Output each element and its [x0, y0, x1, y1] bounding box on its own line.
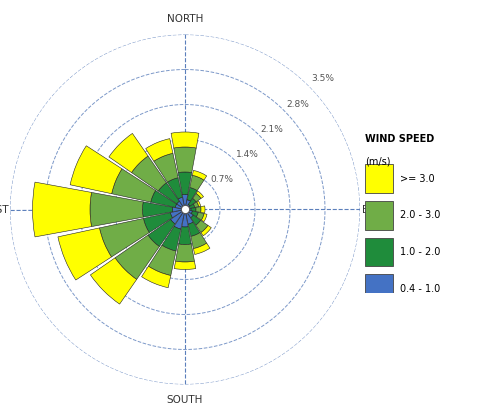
- Bar: [189, 204, 195, 208]
- Bar: [190, 215, 200, 225]
- Bar: [365, 201, 392, 230]
- Bar: [185, 207, 190, 210]
- Bar: [170, 210, 185, 217]
- Bar: [162, 226, 181, 251]
- Bar: [365, 164, 392, 193]
- Bar: [185, 200, 190, 210]
- Bar: [196, 212, 204, 220]
- Text: 0.4 - 1.0: 0.4 - 1.0: [400, 284, 440, 294]
- Bar: [100, 218, 150, 257]
- Bar: [174, 147, 196, 173]
- Bar: [144, 213, 172, 233]
- Bar: [187, 188, 197, 201]
- Bar: [172, 207, 185, 212]
- Bar: [185, 210, 193, 224]
- Bar: [194, 243, 210, 254]
- Bar: [178, 227, 192, 245]
- Bar: [196, 191, 203, 199]
- Bar: [170, 210, 185, 224]
- Text: 1.0 - 2.0: 1.0 - 2.0: [400, 247, 440, 257]
- Text: >= 3.0: >= 3.0: [400, 173, 434, 184]
- Bar: [185, 208, 191, 211]
- Bar: [171, 132, 199, 148]
- Bar: [178, 197, 185, 210]
- Bar: [148, 220, 175, 246]
- Bar: [154, 153, 178, 182]
- Bar: [177, 201, 185, 210]
- Bar: [146, 139, 173, 161]
- Bar: [190, 175, 204, 191]
- Bar: [148, 245, 176, 275]
- Bar: [192, 194, 201, 202]
- Text: 3.5%: 3.5%: [311, 74, 334, 83]
- Bar: [202, 214, 207, 222]
- Text: 1.4%: 1.4%: [236, 150, 258, 159]
- Text: 2.0 - 3.0: 2.0 - 3.0: [400, 210, 440, 220]
- Text: (m/s): (m/s): [365, 156, 390, 166]
- Bar: [90, 258, 136, 304]
- Bar: [90, 192, 143, 227]
- Bar: [201, 225, 211, 236]
- Bar: [192, 211, 198, 217]
- Bar: [196, 220, 208, 233]
- Bar: [191, 233, 206, 248]
- Bar: [176, 244, 195, 262]
- Bar: [185, 210, 192, 214]
- Bar: [142, 202, 172, 217]
- Bar: [182, 210, 188, 227]
- Bar: [191, 207, 196, 212]
- Bar: [365, 238, 392, 266]
- Bar: [194, 202, 198, 207]
- Bar: [188, 222, 200, 236]
- Bar: [32, 182, 92, 237]
- Bar: [185, 204, 190, 210]
- Text: WIND SPEED: WIND SPEED: [365, 134, 434, 144]
- Bar: [196, 207, 201, 212]
- Bar: [112, 169, 156, 202]
- Bar: [158, 183, 180, 204]
- Bar: [109, 133, 148, 173]
- Bar: [365, 274, 392, 303]
- Bar: [185, 210, 193, 218]
- Bar: [174, 210, 185, 229]
- Bar: [174, 261, 196, 269]
- Bar: [200, 206, 205, 213]
- Bar: [182, 194, 188, 210]
- Bar: [192, 171, 206, 180]
- Text: 2.8%: 2.8%: [286, 100, 309, 109]
- Bar: [70, 146, 122, 194]
- Bar: [142, 266, 171, 288]
- Bar: [151, 191, 176, 207]
- Text: 2.1%: 2.1%: [260, 125, 283, 134]
- Bar: [132, 156, 166, 191]
- Text: 0.7%: 0.7%: [210, 175, 233, 184]
- Bar: [197, 201, 200, 207]
- Bar: [168, 178, 182, 199]
- Bar: [175, 204, 185, 210]
- Bar: [58, 228, 112, 280]
- Bar: [188, 198, 196, 206]
- Bar: [115, 235, 160, 279]
- Bar: [178, 172, 192, 195]
